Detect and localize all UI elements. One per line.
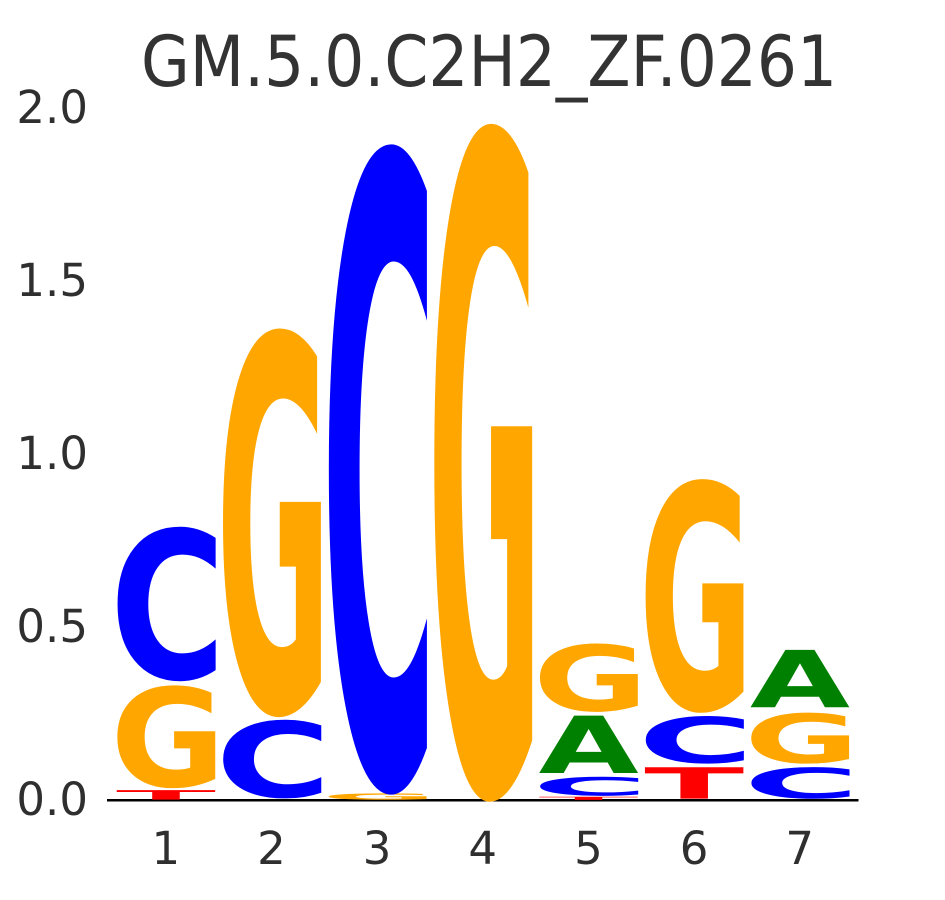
logo-letter-G: G — [744, 700, 859, 779]
logo-letter-C: C — [532, 772, 648, 801]
logo-letter-G: G — [216, 232, 331, 831]
logo-letter-G: G — [322, 792, 437, 802]
logo-letter-C: C — [744, 760, 860, 809]
logo-letter-C: C — [638, 705, 754, 778]
logo-letter-C: C — [110, 489, 226, 727]
x-axis-line — [107, 799, 859, 802]
logo-letter-A: A — [750, 635, 850, 726]
chart-title: GM.5.0.C2H2_ZF.0261 — [141, 26, 837, 98]
logo-letter-G: G — [639, 421, 754, 782]
logo-letter-C: C — [321, 0, 437, 900]
logo-letter-C: C — [215, 701, 331, 822]
logo-letter-G: G — [427, 0, 542, 900]
logo-letter-T: T — [539, 796, 639, 801]
chart-title-text: GM.5.0.C2H2_ZF.0261 — [140, 21, 838, 103]
logo-letter-T: T — [644, 759, 744, 809]
logo-letter-G: G — [533, 626, 648, 732]
logo-letter-T: T — [116, 788, 216, 803]
logo-letter-A: A — [539, 701, 639, 792]
logo-letter-G: G — [110, 660, 225, 818]
